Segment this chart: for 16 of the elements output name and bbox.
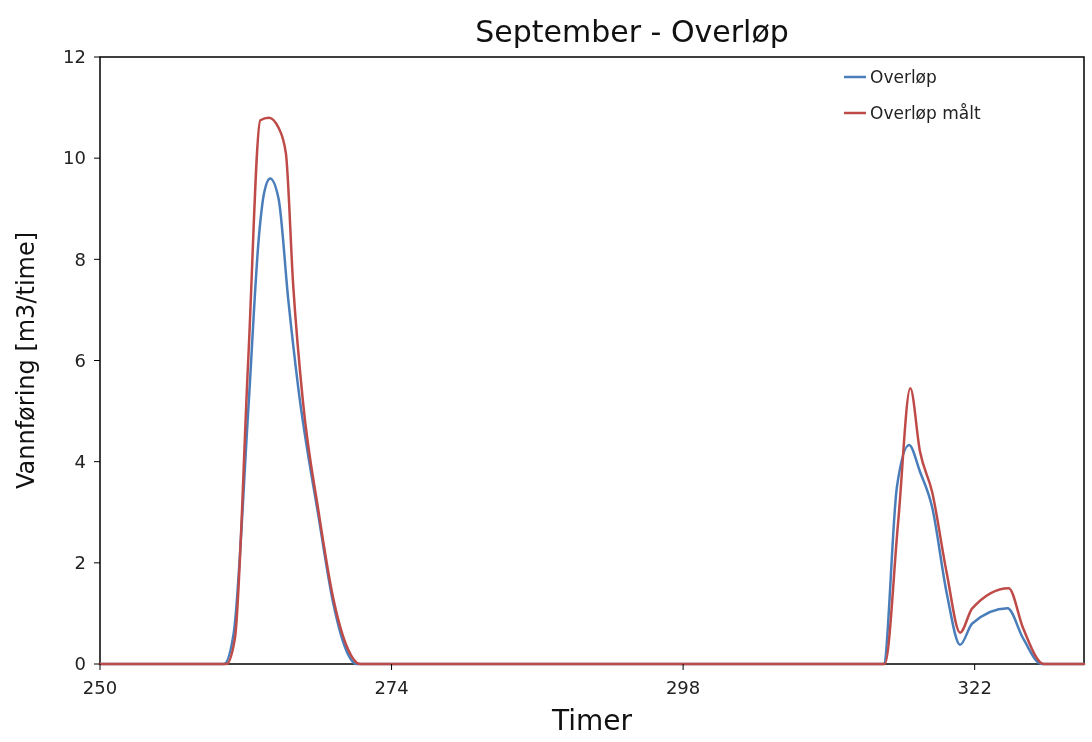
- y-tick-label: 2: [74, 552, 86, 574]
- y-tick-label: 8: [74, 248, 86, 270]
- x-tick-label: 322: [957, 677, 992, 698]
- x-tick-label: 298: [665, 677, 701, 698]
- y-tick-label: 10: [63, 147, 86, 169]
- y-tick-label: 4: [74, 450, 86, 472]
- x-axis-title: Timer: [550, 704, 633, 737]
- y-tick-label: 6: [74, 349, 86, 371]
- y-axis-title: Vannføring [m3/time]: [12, 231, 40, 490]
- y-tick-label: 12: [63, 46, 86, 68]
- y-tick-label: 0: [74, 653, 86, 675]
- chart-title: September - Overløp: [475, 14, 789, 49]
- legend-label: Overløp målt: [870, 102, 981, 123]
- x-tick-label: 274: [374, 677, 409, 698]
- legend-label: Overløp: [870, 66, 937, 87]
- x-tick-label: 250: [82, 677, 118, 698]
